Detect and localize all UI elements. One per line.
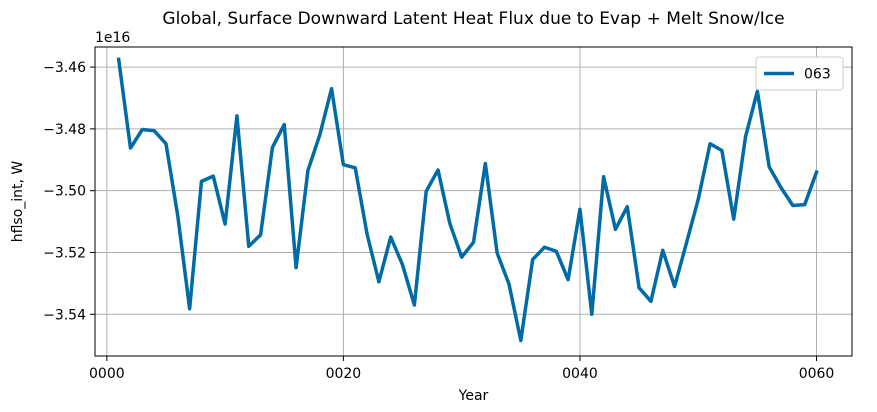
y-tick-label: −3.54 — [43, 307, 86, 323]
x-tick-label: 0020 — [326, 366, 362, 382]
series-line-063 — [116, 57, 819, 343]
y-tick-label: −3.48 — [43, 122, 86, 138]
y-axis-label: hflso_int, W — [10, 161, 26, 243]
grid-lines — [95, 47, 852, 356]
plot-frame — [94, 46, 853, 357]
y-axis-offset-label: 1e16 — [95, 30, 130, 46]
x-tick-label: 0000 — [89, 366, 125, 382]
x-axis-ticks: 0000 0020 0040 0060 — [89, 356, 834, 382]
legend-entry-063: 063 — [804, 67, 831, 83]
series-group — [116, 57, 819, 343]
y-tick-label: −3.50 — [43, 184, 86, 200]
y-tick-label: −3.46 — [43, 60, 86, 76]
chart-title: Global, Surface Downward Latent Heat Flu… — [162, 9, 784, 29]
x-tick-label: 0060 — [799, 366, 835, 382]
legend: 063 — [755, 56, 844, 91]
x-tick-label: 0040 — [562, 366, 598, 382]
x-axis-label: Year — [458, 388, 489, 404]
legend-box — [755, 56, 844, 91]
y-axis-ticks: −3.46 −3.48 −3.50 −3.52 −3.54 — [43, 60, 95, 323]
y-tick-label: −3.52 — [43, 245, 86, 261]
